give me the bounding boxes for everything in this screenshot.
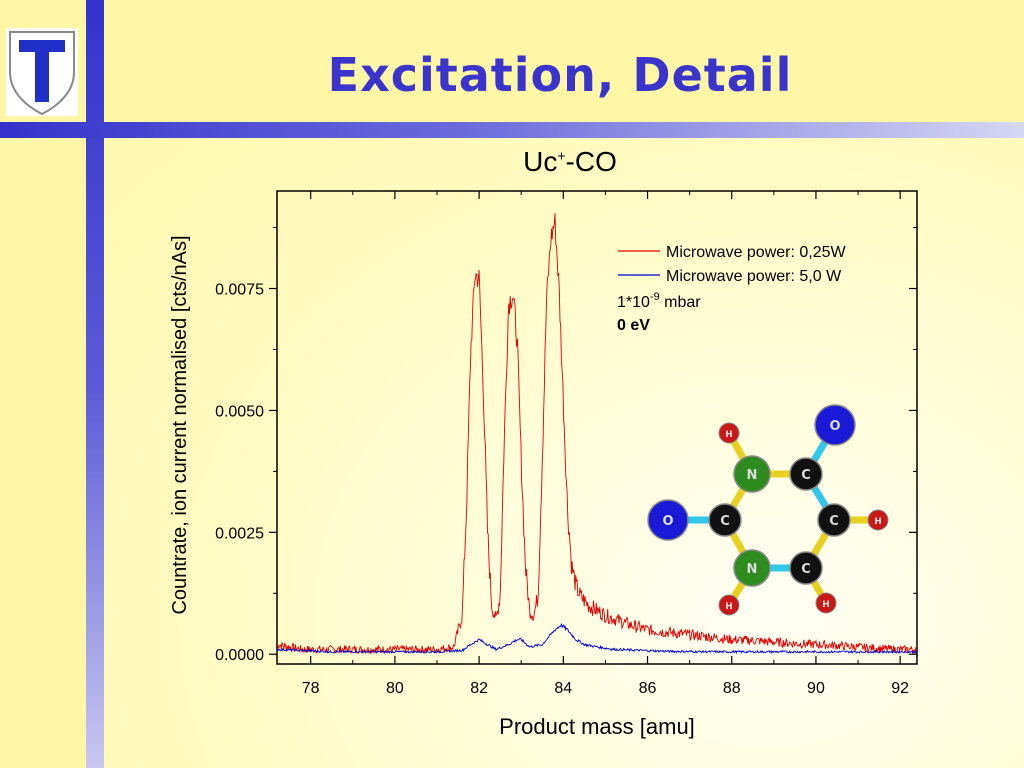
- series-line-red: [276, 213, 918, 655]
- carbon-atom: [708, 503, 742, 537]
- carbon-atom: [789, 457, 823, 491]
- hydrogen-atom: [815, 592, 837, 614]
- svg-text:N: N: [747, 562, 758, 577]
- svg-text:C: C: [801, 468, 811, 483]
- svg-text:H: H: [725, 602, 733, 612]
- x-tick-label: 78: [302, 680, 320, 697]
- y-tick-label: 0.0075: [215, 282, 264, 299]
- x-tick-label: 92: [891, 680, 909, 697]
- x-tick-label: 84: [554, 680, 572, 697]
- molecule-illustration: O O N N C C C C H H H H: [647, 404, 889, 616]
- svg-text:N: N: [747, 468, 758, 483]
- legend: Microwave power: 0,25W Microwave power: …: [617, 244, 847, 334]
- pressure-exponent: -9: [650, 291, 660, 303]
- chart-title: Uc+-CO: [480, 146, 660, 178]
- x-tick-label: 80: [386, 680, 404, 697]
- slide-title: Excitation, Detail: [327, 48, 793, 102]
- plot-frame: [276, 190, 918, 665]
- hydrogen-atom: [718, 422, 740, 444]
- hydrogen-atom: [867, 509, 889, 531]
- x-tick-label: 90: [807, 680, 825, 697]
- hydrogen-atom: [718, 594, 740, 616]
- pressure-unit: mbar: [660, 294, 702, 311]
- carbon-atom: [817, 503, 851, 537]
- legend-label-blue: Microwave power: 5,0 W: [666, 268, 842, 285]
- nitrogen-atom: [733, 549, 771, 587]
- svg-text:O: O: [662, 514, 673, 529]
- chart-title-rest: -CO: [565, 146, 617, 177]
- nitrogen-atom: [733, 455, 771, 493]
- horizontal-accent-bar: [0, 122, 1024, 138]
- svg-text:C: C: [801, 562, 811, 577]
- svg-text:O: O: [829, 419, 840, 434]
- university-shield-logo-icon: [6, 28, 78, 116]
- y-tick-label: 0.0000: [215, 647, 264, 664]
- oxygen-atom: [647, 499, 689, 541]
- series-line-blue: [276, 623, 918, 655]
- x-tick-label: 88: [723, 680, 741, 697]
- svg-text:C: C: [720, 514, 730, 529]
- header-band: [0, 0, 1024, 122]
- y-tick-label: 0.0050: [215, 403, 264, 420]
- y-axis-label: Countrate, ion current normalised [cts/n…: [169, 235, 191, 614]
- x-tick-label: 82: [470, 680, 488, 697]
- svg-text:C: C: [829, 514, 839, 529]
- pressure-base: 1*10: [617, 294, 650, 311]
- carbon-atom: [789, 551, 823, 585]
- x-axis-label: Product mass [amu]: [499, 714, 695, 739]
- energy-annotation: 0 eV: [617, 317, 650, 334]
- x-tick-label: 86: [639, 680, 657, 697]
- oxygen-atom: [814, 404, 856, 446]
- vertical-accent-bar: [86, 0, 104, 768]
- svg-text:H: H: [822, 600, 830, 610]
- y-tick-label: 0.0025: [215, 525, 264, 542]
- chart-title-base: Uc: [523, 146, 558, 177]
- svg-text:H: H: [874, 517, 882, 527]
- pressure-annotation: 1*10-9 mbar: [617, 291, 701, 311]
- chart-title-sup: +: [557, 147, 566, 164]
- svg-text:H: H: [725, 430, 733, 440]
- legend-label-red: Microwave power: 0,25W: [666, 244, 847, 261]
